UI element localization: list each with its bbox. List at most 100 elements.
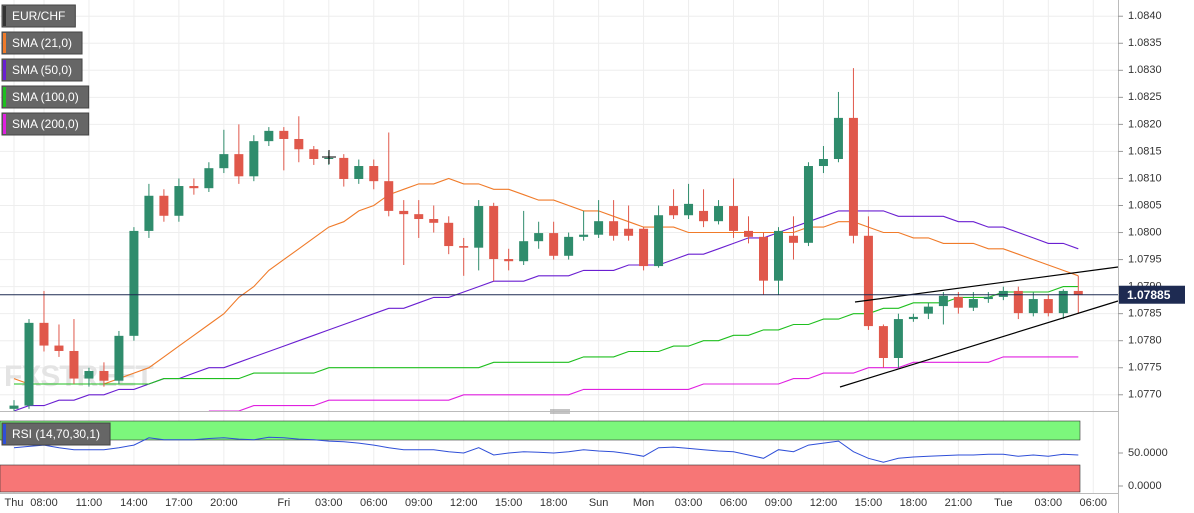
rsi-panel — [13, 436, 1079, 463]
y-tick-label: 1.0825 — [1128, 91, 1162, 103]
candle-body — [938, 295, 948, 307]
candle-body — [219, 154, 229, 169]
candle-body — [773, 230, 783, 281]
y-tick-label: 50.0000 — [1128, 447, 1168, 459]
candle-body — [1028, 299, 1038, 314]
candle-body — [564, 236, 574, 256]
last-price-label: 1.07885 — [1127, 288, 1171, 302]
legend-box — [1, 4, 76, 28]
candle-body — [639, 228, 649, 267]
last-price-tag — [1119, 285, 1185, 304]
candle-body — [384, 181, 394, 211]
legend-swatch — [3, 87, 6, 107]
candle-body — [354, 166, 364, 180]
legend-item: RSI (14,70,30,1) — [1, 422, 111, 446]
y-tick-label: 1.0770 — [1128, 389, 1162, 401]
x-tick-label: 18:00 — [540, 497, 568, 509]
legend-swatch — [3, 33, 6, 53]
legend-swatch — [3, 114, 6, 134]
trend-line — [854, 266, 1119, 303]
x-tick-label: 09:00 — [765, 497, 793, 509]
legend-label: RSI (14,70,30,1) — [12, 427, 100, 441]
legend-box — [1, 112, 90, 136]
legend-item: SMA (100,0) — [1, 85, 90, 109]
candle-body — [729, 206, 739, 231]
legend-swatch — [3, 6, 6, 26]
candle-body — [549, 233, 559, 256]
candle-body — [369, 166, 379, 182]
legend-box — [1, 31, 83, 55]
y-tick-label: 1.0815 — [1128, 145, 1162, 157]
legend-swatch — [3, 424, 6, 444]
candle-body — [684, 203, 694, 216]
candle-body — [534, 233, 544, 242]
y-tick-label: 1.0775 — [1128, 362, 1162, 374]
candle-body — [429, 219, 439, 223]
candle-body — [129, 230, 139, 336]
legend-item: SMA (50,0) — [1, 58, 83, 82]
candle-body — [953, 296, 963, 308]
divider-handle[interactable] — [550, 409, 570, 414]
x-tick-label: 06:00 — [1080, 497, 1108, 509]
candle-body — [803, 166, 813, 243]
rsi-overbought-zone — [0, 420, 1081, 441]
legend: EUR/CHF SMA (21,0) SMA (50,0) SMA (100,0) SM… — [1, 4, 111, 446]
x-tick-label: 03:00 — [1035, 497, 1063, 509]
x-tick-label: Thu — [5, 497, 24, 509]
legend-item: EUR/CHF — [1, 4, 76, 28]
candle-body — [863, 235, 873, 327]
candle-body — [669, 206, 679, 216]
x-tick-label: 14:00 — [120, 497, 148, 509]
candle-body — [279, 130, 289, 139]
sma-lines — [13, 177, 1079, 411]
candle-body — [54, 345, 64, 351]
y-tick-label: 0.0000 — [1128, 480, 1162, 492]
x-tick-label: 15:00 — [495, 497, 523, 509]
candle-body — [1073, 290, 1083, 295]
x-tick-label: 03:00 — [315, 497, 343, 509]
candle-body — [24, 322, 34, 406]
candle-body — [474, 206, 484, 248]
x-tick-label: 09:00 — [405, 497, 433, 509]
x-tick-label: Sun — [589, 497, 609, 509]
line — [13, 210, 1079, 411]
x-tick-label: 11:00 — [76, 497, 103, 509]
y-tick-label: 1.0820 — [1128, 118, 1162, 130]
candle-body — [744, 230, 754, 237]
candle-body — [833, 117, 843, 159]
candle-body — [249, 141, 259, 177]
x-tick-label: 18:00 — [900, 497, 928, 509]
legend-label: SMA (50,0) — [12, 63, 72, 77]
trend-line — [839, 300, 1119, 388]
x-tick-label: 03:00 — [675, 497, 703, 509]
rsi-oversold-zone — [0, 464, 1081, 493]
candle-body — [444, 222, 454, 247]
x-tick-label: 20:00 — [210, 497, 238, 509]
candle-body — [848, 117, 858, 236]
y-tick-label: 1.0840 — [1128, 10, 1162, 22]
candle-body — [968, 299, 978, 308]
candle-body — [39, 322, 49, 346]
candle-body — [294, 138, 304, 150]
legend-label: SMA (100,0) — [12, 90, 79, 104]
candle-body — [489, 206, 499, 260]
candles — [9, 68, 1083, 411]
x-tick-label: Tue — [994, 497, 1013, 509]
line — [208, 356, 1079, 411]
candle-body — [878, 326, 888, 359]
candle-body — [609, 221, 619, 236]
candle-body — [714, 206, 724, 222]
candle-body — [174, 186, 184, 216]
candle-body — [1013, 290, 1023, 314]
line — [14, 286, 1079, 385]
y-tick-label: 1.0785 — [1128, 308, 1162, 320]
candle-body — [579, 234, 589, 237]
candle-body — [519, 241, 529, 262]
crosshair — [322, 150, 336, 164]
legend-box — [1, 85, 90, 109]
candle-body — [1043, 299, 1053, 314]
legend-swatch — [3, 60, 6, 80]
candle-body — [414, 214, 424, 220]
